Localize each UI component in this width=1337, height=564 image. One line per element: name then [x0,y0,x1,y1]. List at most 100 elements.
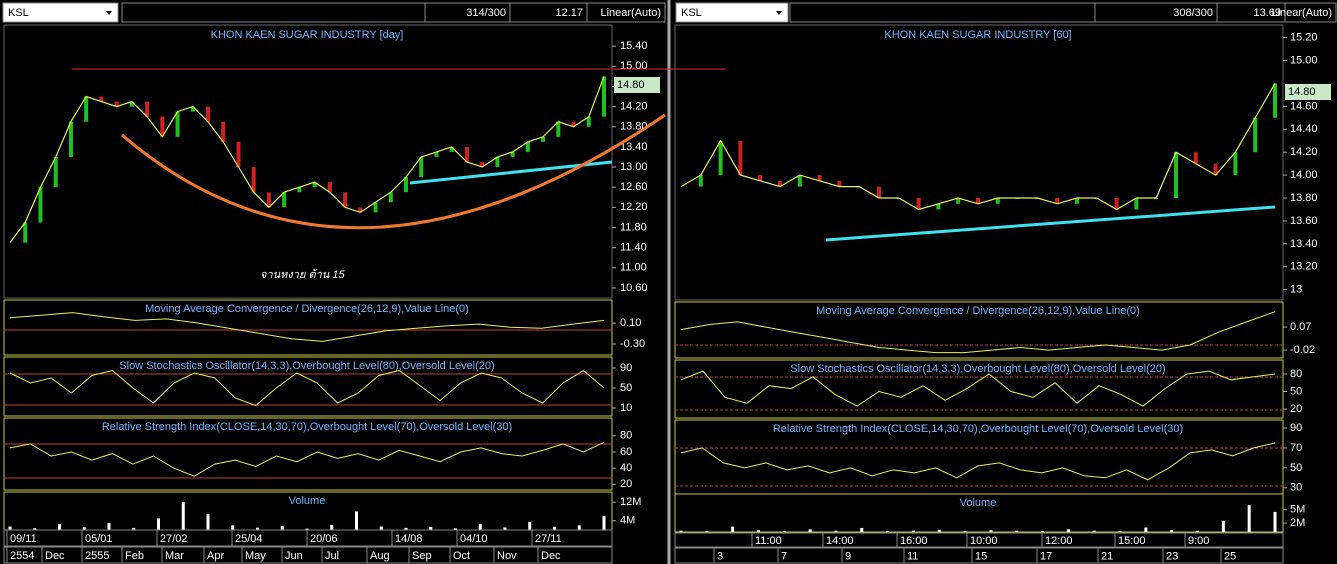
candle [1114,198,1119,210]
indicator-pane [674,493,1284,533]
price-line [9,76,605,243]
candle [571,121,576,127]
date-label: May [245,550,266,562]
y-tick-label: 13.40 [620,141,648,153]
candle [53,156,58,188]
pane-title: Slow Stochastics Oscillator(14,3,3),Over… [119,360,494,372]
candle [995,198,1000,204]
date-label: Mar [165,550,184,562]
chart-title: KHON KAEN SUGAR INDUSTRY [60] [884,29,1071,41]
toolbar-last: 13.69 [1253,7,1281,19]
candle [541,136,546,142]
y-tick-label: 13 [1290,284,1302,296]
y-tick-label: 70 [1290,442,1302,454]
candle [327,182,332,193]
toolbar-count: 314/300 [466,7,506,19]
candle [464,146,469,163]
date-label: Apr [207,550,224,562]
candle [343,192,348,208]
candle [236,141,241,168]
candle [266,192,271,208]
date-row [674,547,1284,564]
date-row [3,546,613,564]
trend-line [409,160,613,185]
candle [297,187,302,193]
volume-bar [756,530,760,532]
volume-bar [860,527,864,532]
volume-bar [454,528,457,530]
candle [480,162,485,168]
candle [449,146,454,152]
candle [206,106,210,122]
price-pane [3,24,613,299]
y-tick-label: 12.60 [620,181,648,193]
candle [556,121,561,137]
candle [145,101,150,117]
y-tick-label: 15.40 [620,40,648,52]
volume-bar [1273,511,1277,532]
candle [358,207,363,213]
volume-bar [1247,505,1251,532]
date-label: Jul [325,550,339,562]
candle [758,175,763,181]
volume-bar [1015,530,1019,532]
candle [129,101,134,107]
date-label: 14/08 [395,533,423,545]
y-tick-label: 13.60 [1290,215,1318,227]
y-tick-label: 90 [620,362,632,374]
volume-bar [705,531,709,532]
candle [404,177,408,193]
date-label: 15:00 [1118,535,1146,547]
indicator-line [9,312,605,342]
date-label: 2554 [10,550,34,562]
dropdown-arrow[interactable] [106,11,112,15]
volume-bar [602,516,606,530]
candle [817,175,822,181]
last-price-box [1285,84,1331,100]
y-tick-label: 10 [620,402,632,414]
toolbar-scale: Linear(Auto) [1271,7,1332,19]
volume-bar [1170,530,1174,532]
y-tick-label: 30 [1290,482,1302,494]
date-label: Nov [497,550,517,562]
dropdown-arrow[interactable] [776,11,782,15]
y-tick-label: 50 [620,382,632,394]
date-label: 9 [845,550,851,562]
candle [718,140,723,176]
volume-bar [937,529,941,532]
candle [877,186,881,199]
toolbar-cell [1284,2,1337,23]
symbol-input[interactable]: KSL [681,7,702,19]
indicator-line [9,369,605,407]
date-row [3,529,613,547]
y-tick-label: 13.40 [1290,238,1318,250]
y-tick-label: 80 [620,430,632,442]
volume-bar [157,518,160,530]
y-tick-label: 13.00 [620,161,648,173]
symbol-input[interactable]: KSL [8,7,29,19]
volume-bar [132,527,136,530]
saucer-curve [121,113,666,230]
price-pane [674,24,1284,301]
trend-line [825,205,1276,242]
volume-bar [379,526,383,530]
candle [956,198,961,204]
y-tick-label: 4M [620,515,635,527]
volume-bar [305,528,309,530]
y-tick-label: 60 [620,446,632,458]
toolbar-count: 308/300 [1173,7,1213,19]
date-label: 12:00 [1045,535,1073,547]
indicator-pane [3,299,613,356]
indicator-pane [3,356,613,417]
candle [114,101,119,107]
chart-panel: KSL 314/300 12.17 Linear(Auto) KHON KAEN SUG… [2,2,666,564]
candle [251,167,256,193]
price-line [680,83,1276,211]
volume-bar [679,530,683,532]
candle [1213,163,1218,176]
volume-bar [1066,529,1070,532]
date-label: 25 [1224,550,1236,562]
candle [698,175,703,187]
candle [160,116,165,137]
volume-bar [58,524,61,530]
